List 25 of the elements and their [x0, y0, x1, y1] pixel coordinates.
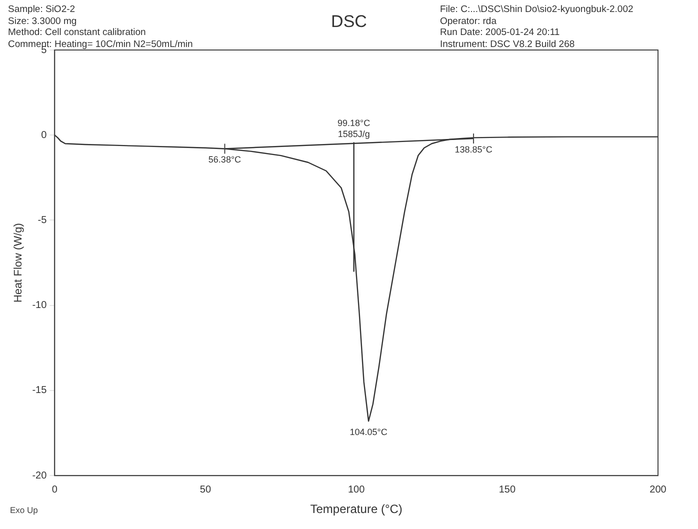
y-tick-label: -15 [32, 385, 48, 396]
y-axis-title: Heat Flow (W/g) [12, 223, 25, 303]
annotation: 104.05°C [350, 427, 388, 438]
text: Sample: SiO2-2 [8, 4, 76, 16]
annotation: 138.85°C [454, 144, 493, 155]
y-tick-label: -20 [32, 470, 48, 482]
annotation: 99.18°C 1585J/g [338, 118, 371, 139]
y-tick-label: 0 [41, 130, 48, 141]
text: Exo Up [10, 505, 38, 515]
x-tick-label: 100 [348, 484, 366, 496]
text: Size: 3.3000 mg [8, 16, 78, 27]
text: File: C:...\DSC\Shin Do\sio2-kyuongbuk-2.002 [440, 4, 634, 16]
text: Instrument: DSC V8.2 Build 268 [440, 38, 576, 50]
x-tick-label: 0 [52, 484, 58, 496]
text: Method: Cell constant calibration [8, 27, 147, 38]
x-tick-label: 150 [498, 484, 516, 496]
x-tick-label: 50 [200, 484, 212, 496]
annotation: 56.38°C [208, 154, 242, 165]
y-tick-label: -10 [32, 300, 48, 312]
y-tick-label: -5 [38, 214, 48, 226]
x-tick-label: 200 [650, 484, 667, 496]
x-axis-title: Temperature (°C) [310, 502, 402, 516]
text: Operator: rda [440, 16, 498, 27]
text: Run Date: 2005-01-24 20:11 [440, 27, 561, 38]
chart-title: DSC [331, 12, 367, 31]
